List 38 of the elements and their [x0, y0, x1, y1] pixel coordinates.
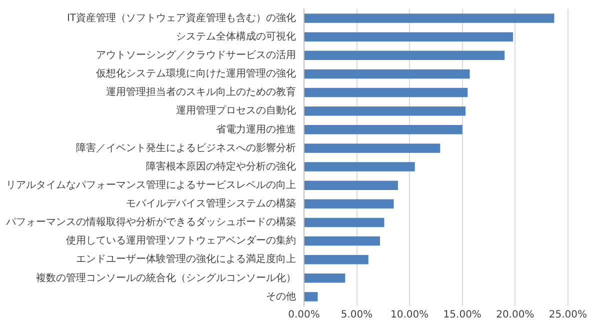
- x-tick-label: 0.00%: [288, 310, 320, 321]
- bar: [304, 14, 554, 23]
- bar: [304, 162, 415, 172]
- bar: [304, 199, 394, 209]
- y-tick-label: アウトソーシング／クラウドサービスの活用: [96, 49, 296, 61]
- x-tick-label: 25.00%: [548, 310, 588, 321]
- bar: [304, 292, 318, 302]
- y-tick-label: モバイルデバイス管理システムの構築: [126, 198, 296, 210]
- y-tick-label: 運用管理プロセスの自動化: [176, 104, 296, 117]
- bar: [304, 236, 380, 246]
- y-tick-label: システム全体構成の可視化: [176, 30, 296, 42]
- y-tick-label: 障害／イベント発生によるビジネスへの影響分析: [76, 142, 296, 154]
- y-tick-label: 障害根本原因の特定や分析の強化: [146, 160, 296, 172]
- y-tick-label: 使用している運用管理ソフトウェアベンダーの集約: [66, 234, 296, 247]
- bar: [304, 180, 398, 190]
- y-tick-label: 運用管理担当者のスキル向上のための教育: [106, 86, 296, 98]
- bar: [304, 88, 468, 98]
- y-tick-label: その他: [266, 290, 296, 302]
- bar: [304, 144, 440, 153]
- bar: [304, 254, 368, 264]
- bar: [304, 125, 462, 134]
- y-tick-label: 省電力運用の推進: [216, 123, 296, 136]
- bar: [304, 106, 466, 116]
- bar: [304, 274, 346, 283]
- bar: [304, 32, 514, 42]
- bar: [304, 50, 505, 60]
- x-tick-label: 20.00%: [496, 310, 534, 321]
- bar: [304, 69, 470, 79]
- bar: [304, 218, 384, 228]
- x-tick-label: 5.00%: [340, 310, 373, 321]
- y-tick-label: 複数の管理コンソールの統合化（シングルコンソール化）: [36, 272, 296, 284]
- x-tick-label: 10.00%: [390, 310, 429, 321]
- y-tick-label: IT資産管理（ソフトウェア資産管理も含む）の強化: [66, 12, 296, 24]
- y-tick-label: パフォーマンスの情報取得や分析ができるダッシュボードの構築: [5, 216, 296, 228]
- x-tick-label: 15.00%: [443, 310, 482, 321]
- y-tick-label: リアルタイムなパフォーマンス管理によるサービスレベルの向上: [6, 178, 296, 191]
- y-tick-label: 仮想化システム環境に向けた運用管理の強化: [96, 68, 296, 80]
- y-tick-label: エンドユーザー体験管理の強化による満足度向上: [76, 253, 296, 266]
